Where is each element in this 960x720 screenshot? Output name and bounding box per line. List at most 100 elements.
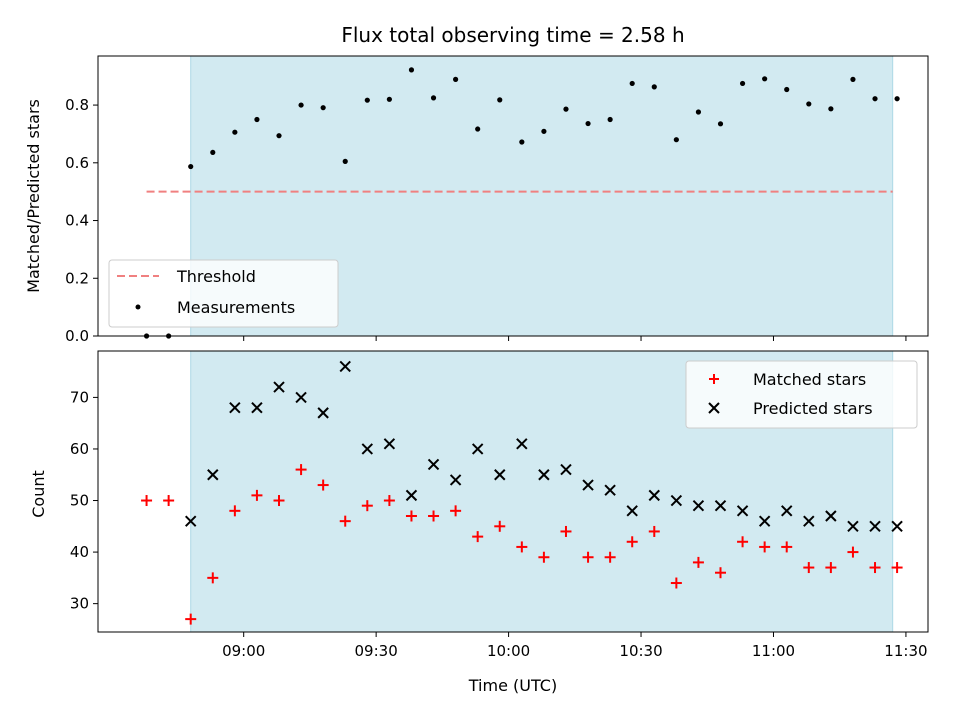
measurement-point [298,102,304,108]
legend-predicted-swatch [708,402,720,414]
x-axis-label: Time (UTC) [468,676,557,695]
measurement-point [408,67,415,73]
predicted-star-point [670,494,683,507]
measurement-point [717,121,724,127]
matched-star-point [869,562,881,574]
matched-star-point [494,520,506,532]
x-tick-label: 11:30 [884,642,927,660]
measurement-point [585,120,591,127]
measurement-point [364,97,370,103]
matched-star-point [273,495,285,507]
predicted-star-point [604,484,616,496]
measurement-point [276,133,282,139]
predicted-star-point [494,469,506,481]
measurement-point [673,137,679,143]
predicted-star-point [383,438,396,450]
measurement-point [850,76,856,82]
ratio-y-tick-label: 0.6 [65,154,89,172]
count-y-tick-label: 50 [70,492,89,510]
predicted-star-point [692,499,705,512]
measurement-point [828,106,834,112]
legend-matched-swatch [709,374,719,384]
measurement-point [210,149,216,156]
legend-threshold-label: Threshold [176,267,256,286]
predicted-star-point [781,505,793,517]
matched-star-point [295,464,307,476]
measurement-point [541,128,547,134]
x-tick-label: 09:30 [355,642,398,660]
legend-matched-label: Matched stars [753,370,866,389]
predicted-star-point [758,515,771,527]
measurement-point [475,126,481,132]
count-y-axis-label: Count [29,470,48,518]
count-panel: 30 40 50 60 70 09:00 09:30 10:00 10:30 11:00 11:3… [29,350,929,695]
count-legend: Matched stars Predicted stars [685,360,918,429]
count-panel-frame [97,350,929,633]
ratio-y-tick-label: 0.4 [65,212,89,230]
measurement-point [320,105,326,111]
matched-star-point [163,495,175,507]
measurement-point [232,129,238,135]
matched-star-point [560,525,572,537]
measurement-point [430,95,437,101]
predicted-star-point [560,463,572,476]
matched-star-point [781,541,793,553]
measurement-point [607,116,613,123]
predicted-star-point [516,438,528,450]
matched-star-point [759,541,771,553]
ratio-y-tick-label: 0.0 [65,327,89,345]
matched-star-point [450,505,462,517]
predicted-star-point [361,443,374,455]
matched-star-point [670,577,682,589]
count-y-tick-label: 40 [70,543,89,561]
matched-star-point [141,495,153,507]
matched-star-point [361,500,373,512]
ratio-panel: 0.00.20.40.60.8 Matched/Predicted stars … [24,55,929,345]
matched-star-point [251,489,263,501]
measurement-point [519,139,525,145]
measurement-point [188,163,194,170]
predicted-star-point [825,510,837,522]
ratio-legend-box [108,259,339,328]
matched-star-point [692,556,704,568]
predicted-star-point [714,499,727,512]
matched-star-point [715,567,726,579]
predicted-star-point [891,520,903,533]
matched-star-point [472,531,484,543]
predicted-star-point [295,391,307,404]
measurement-point [342,158,348,164]
measurement-point [453,76,459,82]
predicted-star-point [803,515,815,527]
predicted-star-point [648,489,660,502]
matched-star-point [229,505,241,517]
matched-star-point [825,562,837,574]
matched-star-point [383,495,395,507]
legend-measurements-label: Measurements [177,298,295,317]
measurement-point [739,80,746,87]
predicted-star-point [847,520,859,533]
predicted-star-point [736,505,749,517]
matched-star-point [339,515,351,527]
measurement-point [806,101,812,107]
count-y-tick-label: 70 [70,388,89,406]
predicted-star-point [405,489,418,502]
matched-star-point [737,536,749,548]
matched-star-point [891,562,903,574]
measurement-point [784,86,790,93]
matched-star-point [207,572,219,584]
measurement-point [695,109,702,115]
predicted-star-point [273,381,285,393]
measurement-point [497,97,503,103]
predicted-star-point [449,474,462,486]
count-y-tick-label: 30 [70,595,89,613]
matched-star-point [582,551,594,563]
x-tick-label: 10:00 [487,642,530,660]
ratio-y-axis-label: Matched/Predicted stars [24,99,43,293]
x-tick-label: 10:30 [619,642,662,660]
ratio-legend: Threshold Measurements [108,259,339,328]
count-y-tick-label: 60 [70,440,89,458]
measurement-point [762,76,768,82]
matched-star-point [516,541,528,553]
matched-star-point [317,479,329,491]
